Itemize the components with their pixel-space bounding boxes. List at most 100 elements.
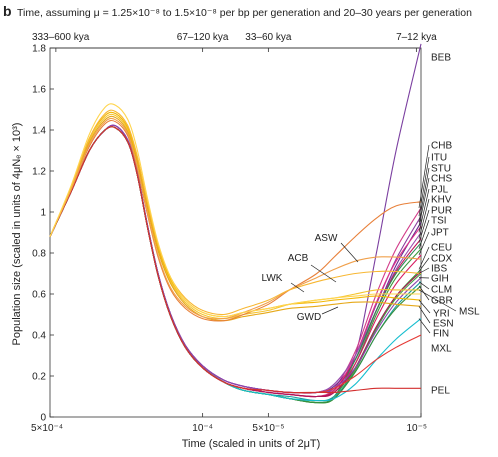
- population-leader-yri: [418, 299, 431, 314]
- population-leader-chb: [418, 144, 430, 208]
- series-line-khv: [49, 126, 422, 398]
- x-tick-label: 5×10⁻⁴: [31, 423, 63, 434]
- top-axis-label: 67–120 kya: [177, 32, 229, 43]
- population-label-msl: MSL: [459, 307, 480, 318]
- y-tick-label: 1.8: [32, 44, 46, 55]
- population-label-jpt: JPT: [431, 228, 449, 239]
- annotation-leader-lwk: [290, 282, 305, 293]
- population-label-gih: GIH: [431, 274, 449, 285]
- population-label-pjl: PJL: [431, 185, 449, 196]
- population-label-yri: YRI: [433, 309, 450, 320]
- series-line-pel: [49, 126, 421, 394]
- population-leader-clm: [418, 281, 430, 290]
- plot-border: [49, 47, 422, 418]
- annotation-leader-acb: [310, 264, 337, 283]
- population-label-pur: PUR: [431, 206, 452, 217]
- series-line-gbr: [49, 126, 422, 404]
- population-leader-pjl: [418, 188, 430, 233]
- population-label-ceu: CEU: [431, 243, 452, 254]
- y-tick-label: 1: [40, 208, 46, 219]
- annotation-layer: ASW ACB LWK GWD: [262, 233, 359, 323]
- y-axis: 0 0.2 0.4 0.6 0.8 1 1.2 1.4 1.6 1.8: [32, 44, 54, 424]
- top-axis-label: 33–60 kya: [245, 32, 292, 43]
- population-label-pel: PEL: [431, 386, 450, 397]
- y-axis-label: Population size (scaled in units of 4μNₑ…: [11, 123, 23, 346]
- series-line-fin: [49, 126, 422, 402]
- series-line-esn: [49, 115, 422, 322]
- series-line-tsi: [49, 126, 422, 402]
- top-axis-label: 7–12 kya: [396, 32, 437, 43]
- x-axis-label: Time (scaled in units of 2μT): [182, 438, 321, 450]
- population-label-ibs: IBS: [431, 264, 447, 275]
- series-line-mxl: [49, 126, 422, 394]
- annotation-leader-gwd: [321, 306, 339, 315]
- series-line-pur: [49, 126, 422, 404]
- series-line-gih: [49, 124, 422, 394]
- series-line-clm: [49, 126, 422, 402]
- series-line-msl: [49, 113, 422, 320]
- population-label-tsi: TSI: [431, 216, 447, 227]
- y-tick-label: 0.4: [32, 331, 46, 342]
- population-label-stu: STU: [431, 164, 451, 175]
- panel-letter: b: [3, 3, 12, 19]
- population-leader-ibs: [418, 267, 430, 274]
- series-line-asw: [49, 119, 422, 322]
- series-line-cdx: [49, 126, 422, 398]
- annotation-label-asw: ASW: [315, 233, 338, 244]
- series-line-yri: [49, 111, 422, 318]
- population-leader-chs: [418, 177, 430, 227]
- population-leader-itu: [418, 156, 430, 217]
- x-tick-label: 5×10⁻⁵: [252, 423, 284, 434]
- top-axis-label: 333–600 kya: [32, 32, 90, 43]
- series-line-ibs: [49, 126, 422, 404]
- population-leader-msl: [418, 289, 457, 312]
- population-label-clm: CLM: [431, 285, 452, 296]
- population-label-list: BEBCHBITUSTUCHSPJLKHVPURTSIJPTCEUCDXIBSG…: [418, 53, 480, 397]
- series-layer: [49, 43, 422, 404]
- x-tick-label: 10⁻⁵: [406, 423, 427, 434]
- population-leader-stu: [418, 167, 430, 223]
- population-leader-ceu: [418, 246, 430, 270]
- population-label-beb: BEB: [431, 53, 451, 64]
- population-label-chs: CHS: [431, 174, 452, 185]
- population-leader-fin: [418, 318, 431, 334]
- population-leader-cdx: [418, 257, 430, 272]
- series-line-lwk: [49, 109, 422, 316]
- population-leader-tsi: [418, 219, 430, 250]
- population-leader-khv: [418, 198, 430, 239]
- series-line-chs: [49, 126, 422, 398]
- population-label-mxl: MXL: [431, 344, 452, 355]
- population-leader-pur: [418, 209, 430, 243]
- annotation-label-acb: ACB: [288, 253, 309, 264]
- population-label-itu: ITU: [431, 153, 447, 164]
- series-line-jpt: [49, 126, 422, 398]
- population-label-khv: KHV: [431, 195, 452, 206]
- population-label-esn: ESN: [433, 319, 454, 330]
- population-label-gbr: GBR: [431, 296, 453, 307]
- population-label-chb: CHB: [431, 141, 452, 152]
- y-tick-label: 0: [40, 413, 46, 424]
- x-axis: 5×10⁻⁴ 10⁻⁴ 5×10⁻⁵ 10⁻⁵: [31, 413, 427, 434]
- y-tick-label: 0.8: [32, 249, 46, 260]
- y-tick-label: 1.6: [32, 85, 46, 96]
- y-tick-label: 1.2: [32, 167, 46, 178]
- y-tick-label: 0.6: [32, 290, 46, 301]
- top-time-axis: 333–600 kya 67–120 kya 33–60 kya 7–12 kya: [32, 32, 437, 52]
- series-line-acb: [49, 117, 422, 320]
- annotation-leader-asw: [340, 242, 359, 263]
- y-tick-label: 0.2: [32, 372, 46, 383]
- x-tick-label: 10⁻⁴: [192, 423, 213, 434]
- population-label-cdx: CDX: [431, 254, 452, 265]
- population-label-fin: FIN: [433, 329, 449, 340]
- y-tick-label: 1.4: [32, 126, 46, 137]
- population-leader-jpt: [418, 231, 430, 256]
- population-leader-esn: [418, 306, 431, 324]
- series-line-gwd: [49, 103, 421, 318]
- series-line-chb: [49, 126, 422, 398]
- annotation-label-gwd: GWD: [297, 312, 321, 323]
- annotation-label-lwk: LWK: [262, 273, 283, 284]
- series-line-ceu: [49, 126, 422, 404]
- plot-frame: [49, 47, 422, 418]
- chart-title: Time, assuming μ = 1.25×10⁻⁸ to 1.5×10⁻⁸…: [17, 7, 472, 19]
